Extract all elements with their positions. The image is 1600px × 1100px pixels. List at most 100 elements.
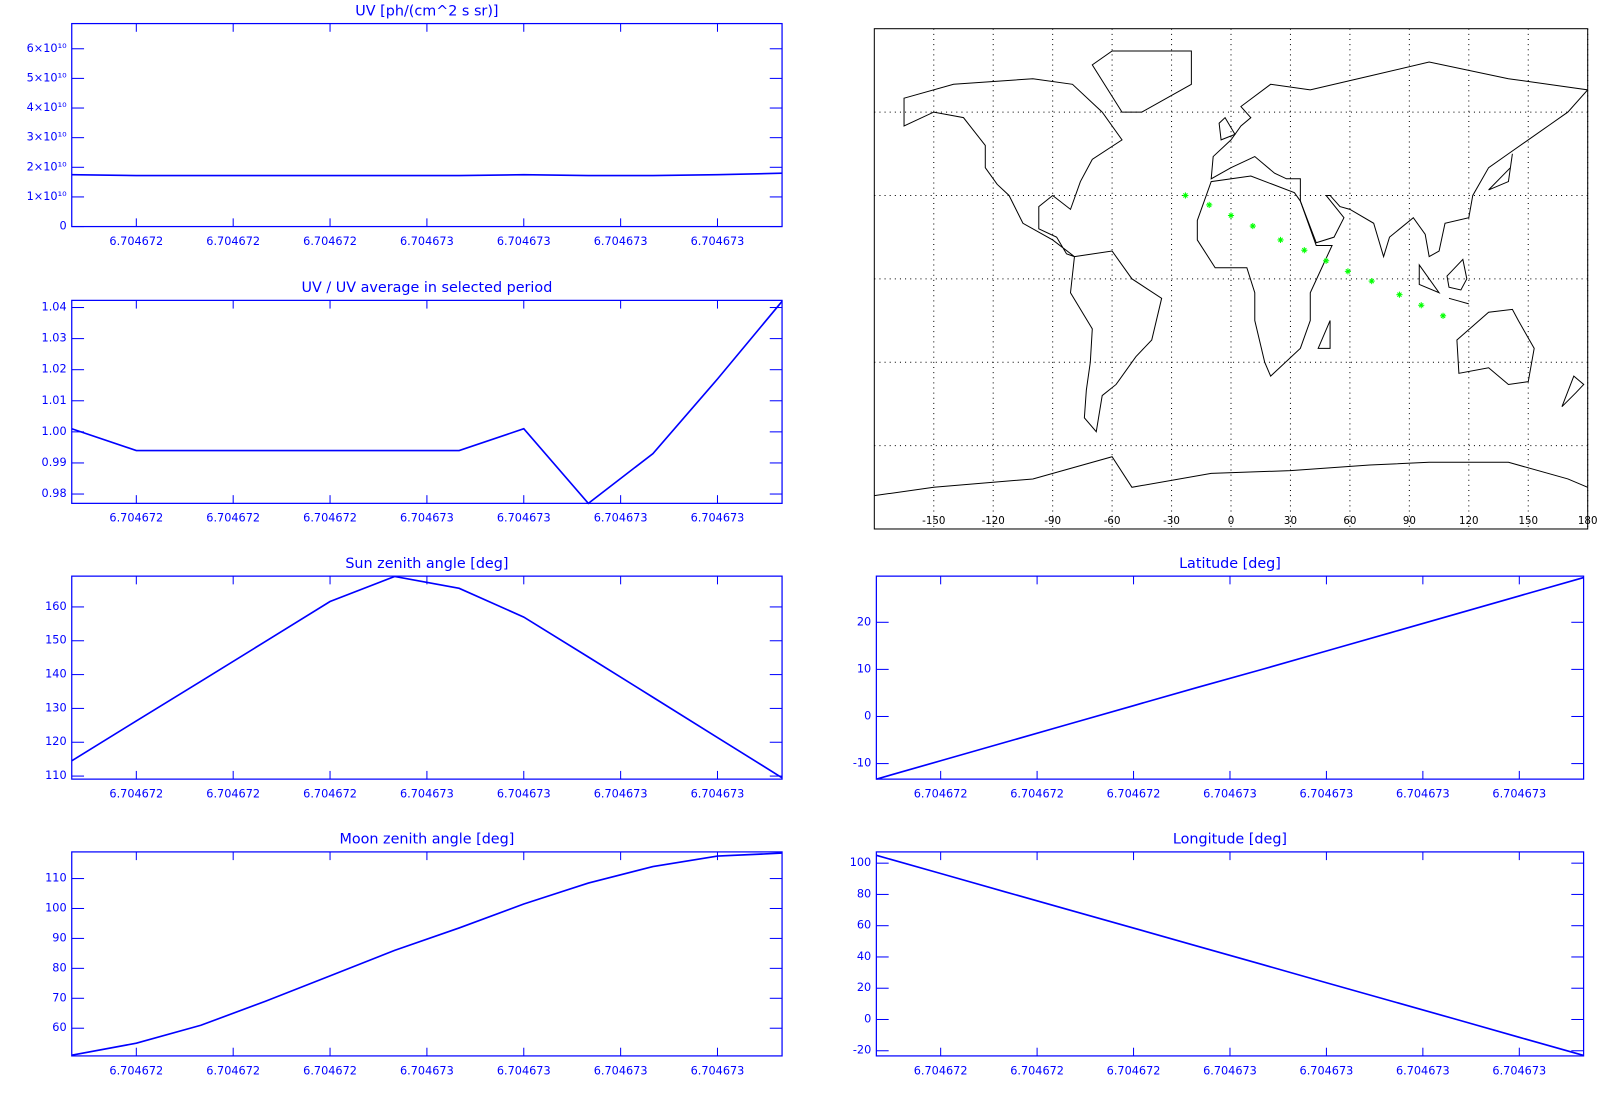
x-tick-label: 90 <box>1403 515 1416 527</box>
x-tick-label: 180 <box>1578 515 1598 527</box>
y-tick-label: 70 <box>52 991 66 1004</box>
data-line <box>71 300 783 505</box>
x-tick-label: 6.704673 <box>691 1064 745 1077</box>
y-tick-label: 110 <box>45 769 67 782</box>
x-tick-label: -60 <box>1104 515 1121 527</box>
data-line <box>71 575 783 779</box>
x-tick-label: 0 <box>1228 515 1235 527</box>
x-tick-label: 6.704673 <box>400 235 454 248</box>
y-tick-label: 60 <box>857 919 871 932</box>
y-tick-label: 2×10¹⁰ <box>27 160 67 173</box>
y-tick-label: 40 <box>857 950 871 963</box>
chart-title: UV / UV average in selected period <box>301 280 552 296</box>
y-tick-label: 100 <box>45 901 67 914</box>
position-marker <box>1344 268 1351 275</box>
y-tick-label: 0 <box>59 220 66 233</box>
chart-title: UV [ph/(cm^2 s sr)] <box>355 3 498 19</box>
x-tick-label: 6.704673 <box>594 788 648 801</box>
y-tick-label: 5×10¹⁰ <box>27 71 67 84</box>
data-line <box>876 854 1584 1057</box>
position-marker <box>1301 247 1308 254</box>
x-tick-label: -30 <box>1163 515 1180 527</box>
y-tick-label: 1×10¹⁰ <box>27 190 67 203</box>
y-tick-label: 3×10¹⁰ <box>27 131 67 144</box>
marker-stroke <box>1418 302 1424 308</box>
chart-title: Longitude [deg] <box>1173 832 1287 848</box>
marker-stroke <box>1250 223 1256 229</box>
x-tick-label: 6.704672 <box>1107 1064 1161 1077</box>
position-marker <box>1368 277 1375 285</box>
y-tick-label: 1.03 <box>42 332 67 345</box>
y-tick-label: 0.99 <box>42 456 67 469</box>
x-tick-label: 6.704673 <box>1492 1064 1546 1077</box>
chart-title: Latitude [deg] <box>1179 556 1281 572</box>
position-marker <box>1418 302 1425 309</box>
plot-frame <box>71 575 783 780</box>
x-tick-label: 6.704672 <box>914 788 968 801</box>
coastlines <box>874 51 1587 496</box>
y-tick-label: 160 <box>45 600 67 613</box>
position-marker <box>1277 236 1284 244</box>
y-tick-label: 120 <box>45 735 67 748</box>
x-tick-label: 6.704672 <box>914 1064 968 1077</box>
plot-frame <box>71 22 783 228</box>
x-tick-label: 6.704673 <box>1396 1064 1450 1077</box>
y-tick-label: 60 <box>52 1021 66 1034</box>
x-tick-label: 6.704672 <box>206 788 260 801</box>
data-line <box>71 172 783 177</box>
x-tick-label: 6.704673 <box>497 235 551 248</box>
map-frame <box>873 28 1589 530</box>
y-tick-label: 4×10¹⁰ <box>27 101 67 114</box>
x-tick-label: 6.704672 <box>109 788 163 801</box>
x-tick-label: 6.704672 <box>1010 788 1064 801</box>
x-tick-label: 6.704673 <box>691 235 745 248</box>
marker-stroke <box>1323 258 1329 264</box>
x-tick-label: 6.704673 <box>691 512 745 525</box>
x-tick-label: 6.704673 <box>1203 1064 1257 1077</box>
x-tick-label: 6.704673 <box>1300 788 1354 801</box>
y-tick-label: 0.98 <box>42 487 67 500</box>
x-tick-label: 6.704672 <box>109 235 163 248</box>
x-tick-label: 150 <box>1518 515 1538 527</box>
x-tick-label: 6.704673 <box>1492 788 1546 801</box>
x-tick-label: 6.704673 <box>497 788 551 801</box>
y-tick-label: 90 <box>52 931 66 944</box>
y-tick-label: 140 <box>45 668 67 681</box>
x-tick-label: 6.704673 <box>594 1064 648 1077</box>
x-tick-label: 6.704673 <box>691 788 745 801</box>
x-tick-label: 6.704673 <box>594 235 648 248</box>
y-tick-label: 1.02 <box>42 363 67 376</box>
y-tick-label: 130 <box>45 701 67 714</box>
y-tick-label: 80 <box>52 961 66 974</box>
plot-frame <box>71 299 783 504</box>
marker-stroke <box>1301 247 1307 253</box>
x-tick-label: 6.704672 <box>109 1064 163 1077</box>
x-tick-label: 60 <box>1343 515 1356 527</box>
x-tick-label: 6.704673 <box>400 788 454 801</box>
x-tick-label: 6.704672 <box>303 512 357 525</box>
x-tick-label: 6.704673 <box>400 1064 454 1077</box>
position-marker <box>1182 192 1189 199</box>
x-tick-label: 6.704673 <box>1396 788 1450 801</box>
position-marker <box>1439 312 1447 319</box>
y-tick-label: 1.00 <box>42 425 67 438</box>
y-tick-label: 0 <box>864 709 871 722</box>
marker-stroke <box>1440 313 1446 319</box>
x-tick-label: 6.704673 <box>594 512 648 525</box>
chart-title: Moon zenith angle [deg] <box>339 832 514 848</box>
x-tick-label: 6.704672 <box>1107 788 1161 801</box>
marker-stroke <box>1369 278 1375 284</box>
x-tick-label: 6.704672 <box>1010 1064 1064 1077</box>
y-tick-label: 20 <box>857 615 871 628</box>
y-tick-label: 150 <box>45 634 67 647</box>
position-marker <box>1249 222 1256 230</box>
y-tick-label: 20 <box>857 981 871 994</box>
position-marker <box>1227 212 1235 219</box>
marker-stroke <box>1228 213 1234 218</box>
chart-title: Sun zenith angle [deg] <box>345 556 508 572</box>
y-tick-label: 1.04 <box>42 301 67 314</box>
x-tick-label: -150 <box>922 515 945 527</box>
data-line <box>71 852 783 1056</box>
